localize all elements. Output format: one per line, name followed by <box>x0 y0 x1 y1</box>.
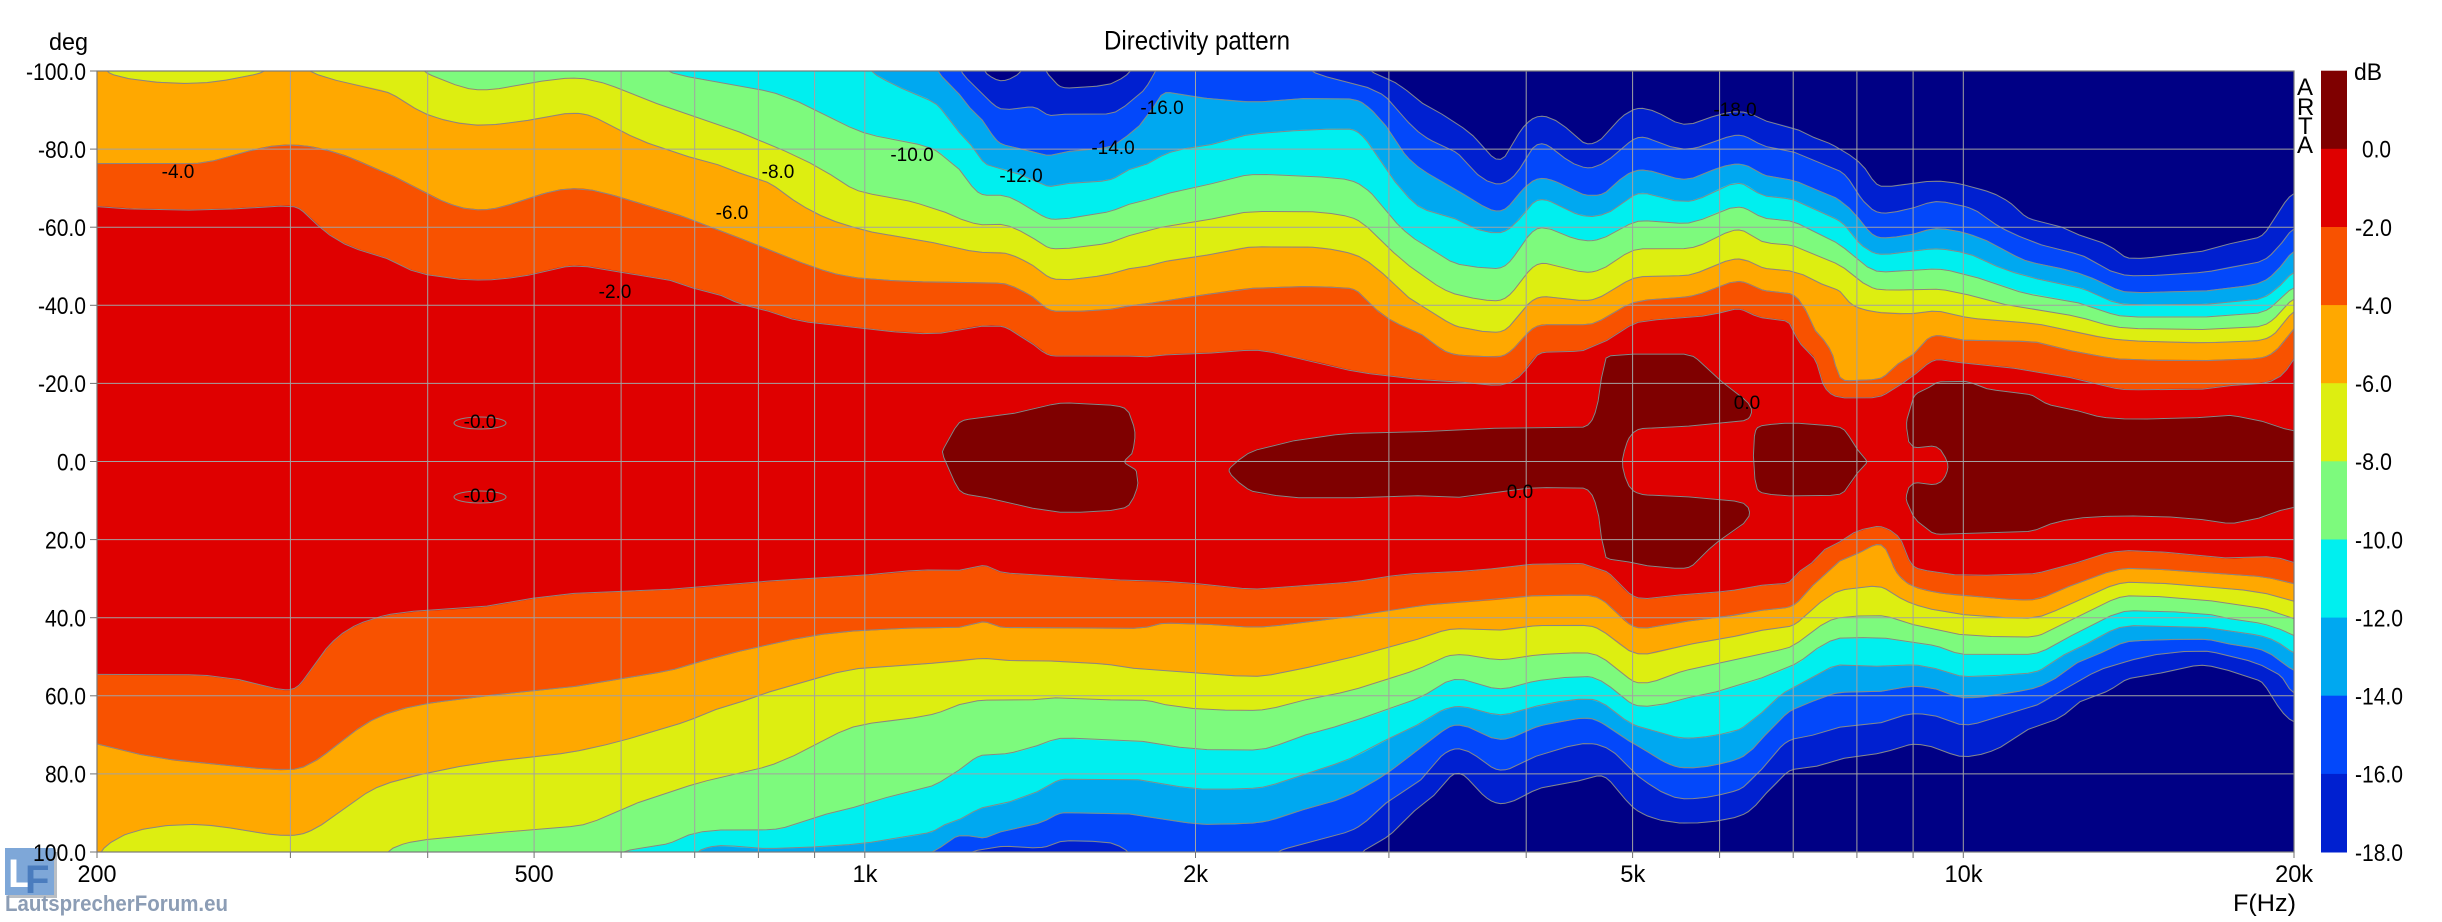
svg-text:-4.0: -4.0 <box>162 162 195 183</box>
svg-text:A: A <box>2297 132 2313 159</box>
svg-text:-18.0: -18.0 <box>2355 840 2403 867</box>
svg-text:-80.0: -80.0 <box>38 137 86 164</box>
svg-text:-6.0: -6.0 <box>716 203 749 224</box>
svg-text:-10.0: -10.0 <box>2355 527 2403 554</box>
svg-text:-12.0: -12.0 <box>2355 605 2403 632</box>
svg-text:-10.0: -10.0 <box>890 145 933 166</box>
svg-text:2k: 2k <box>1183 861 1209 888</box>
svg-text:LautsprecherForum.eu: LautsprecherForum.eu <box>5 891 228 916</box>
svg-text:500: 500 <box>515 861 554 888</box>
svg-text:-12.0: -12.0 <box>999 166 1042 187</box>
svg-text:T: T <box>2298 113 2313 140</box>
svg-text:-60.0: -60.0 <box>38 215 86 242</box>
svg-text:L: L <box>8 852 32 896</box>
svg-text:40.0: 40.0 <box>45 606 86 633</box>
svg-text:200: 200 <box>78 861 117 888</box>
svg-text:F: F <box>25 858 49 902</box>
svg-text:-100.0: -100.0 <box>26 59 86 86</box>
svg-text:Directivity pattern: Directivity pattern <box>1104 26 1290 56</box>
svg-text:-8.0: -8.0 <box>762 162 795 183</box>
svg-text:-14.0: -14.0 <box>2355 684 2403 711</box>
svg-text:5k: 5k <box>1620 861 1646 888</box>
svg-text:deg: deg <box>49 29 88 56</box>
svg-text:-0.0: -0.0 <box>464 486 497 507</box>
svg-text:-40.0: -40.0 <box>38 293 86 320</box>
svg-text:-6.0: -6.0 <box>2355 371 2392 398</box>
svg-text:A: A <box>2297 74 2313 101</box>
svg-text:100.0: 100.0 <box>33 840 86 867</box>
svg-text:-14.0: -14.0 <box>1091 138 1134 159</box>
svg-text:-4.0: -4.0 <box>2355 293 2392 320</box>
svg-text:R: R <box>2297 94 2314 121</box>
svg-text:-18.0: -18.0 <box>1713 100 1756 121</box>
svg-text:-2.0: -2.0 <box>599 282 632 303</box>
svg-text:-0.0: -0.0 <box>464 412 497 433</box>
svg-text:-2.0: -2.0 <box>2355 215 2392 242</box>
svg-text:20k: 20k <box>2275 861 2314 888</box>
svg-text:0.0: 0.0 <box>57 449 86 476</box>
svg-text:60.0: 60.0 <box>45 684 86 711</box>
svg-text:-8.0: -8.0 <box>2355 449 2392 476</box>
svg-text:-16.0: -16.0 <box>2355 762 2403 789</box>
svg-text:0.0: 0.0 <box>2362 137 2391 164</box>
svg-text:1k: 1k <box>853 861 879 888</box>
svg-text:-16.0: -16.0 <box>1140 98 1183 119</box>
svg-text:-20.0: -20.0 <box>38 371 86 398</box>
svg-text:0.0: 0.0 <box>1507 482 1533 503</box>
svg-text:80.0: 80.0 <box>45 762 86 789</box>
svg-text:dB: dB <box>2354 59 2382 86</box>
svg-text:F(Hz): F(Hz) <box>2233 890 2296 917</box>
svg-text:20.0: 20.0 <box>45 527 86 554</box>
svg-text:10k: 10k <box>1945 861 1984 888</box>
svg-text:0.0: 0.0 <box>1734 393 1760 414</box>
